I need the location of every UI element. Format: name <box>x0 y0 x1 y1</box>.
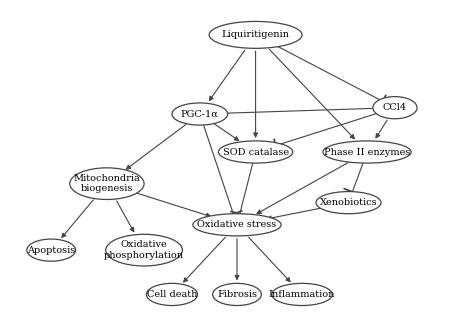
Text: SOD catalase: SOD catalase <box>222 148 289 157</box>
Text: Cell death: Cell death <box>147 290 197 299</box>
Ellipse shape <box>316 192 381 214</box>
Ellipse shape <box>373 97 417 119</box>
Ellipse shape <box>219 141 293 163</box>
Text: Mitochondria
biogenesis: Mitochondria biogenesis <box>73 174 140 193</box>
Ellipse shape <box>106 234 182 266</box>
Ellipse shape <box>27 239 75 261</box>
Ellipse shape <box>213 283 261 306</box>
Ellipse shape <box>323 141 411 163</box>
Text: Oxidative stress: Oxidative stress <box>197 220 277 229</box>
Ellipse shape <box>272 283 332 306</box>
Text: Xenobiotics: Xenobiotics <box>319 198 377 207</box>
Ellipse shape <box>209 21 302 48</box>
Text: PGC-1α: PGC-1α <box>181 109 219 119</box>
Text: Inflammation: Inflammation <box>269 290 335 299</box>
Text: Liquiritigenin: Liquiritigenin <box>222 30 290 39</box>
Text: CCl4: CCl4 <box>383 103 407 112</box>
Text: Oxidative
phosphorylation: Oxidative phosphorylation <box>104 240 184 260</box>
Text: Fibrosis: Fibrosis <box>217 290 257 299</box>
Ellipse shape <box>172 103 228 125</box>
Ellipse shape <box>70 168 144 200</box>
Text: Phase II enzymes: Phase II enzymes <box>324 148 410 157</box>
Text: Apoptosis: Apoptosis <box>27 245 75 255</box>
Ellipse shape <box>193 214 281 236</box>
Ellipse shape <box>146 283 198 306</box>
